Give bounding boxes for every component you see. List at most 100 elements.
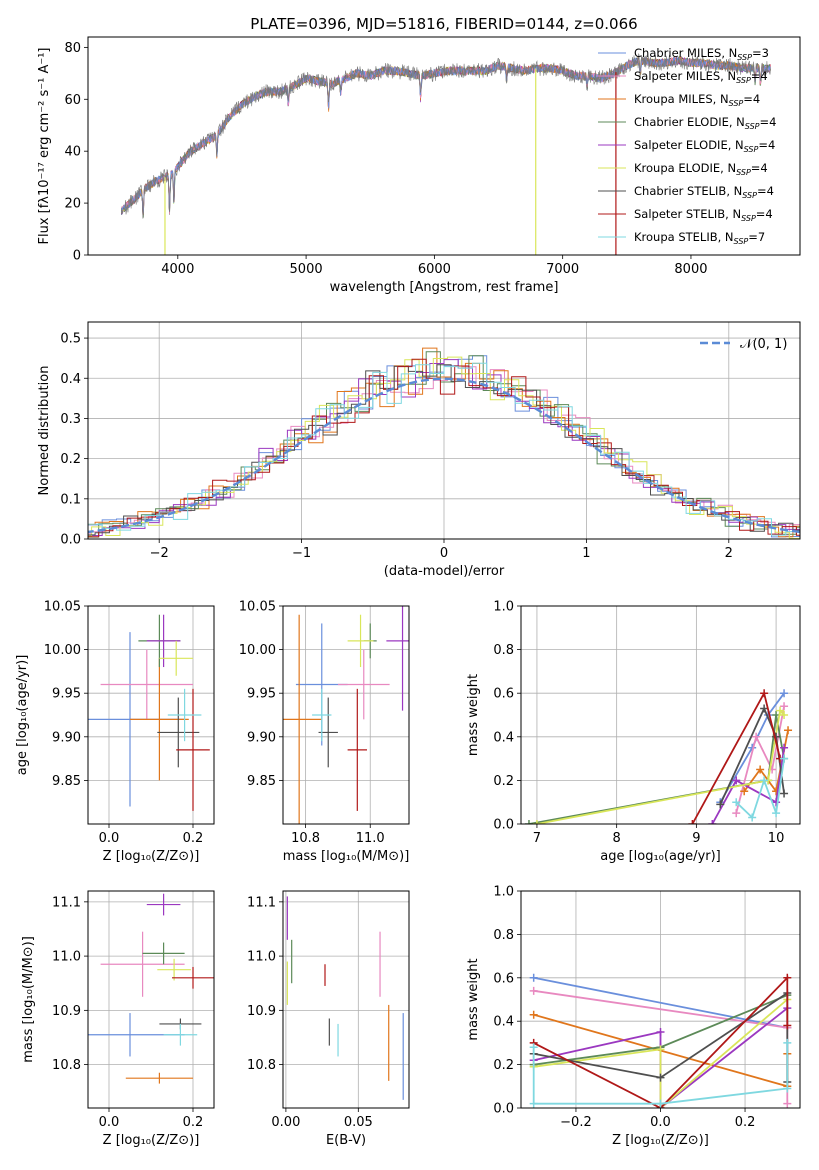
legend-label-kroupa-elodie: Kroupa ELODIE, NSSP=4 bbox=[634, 161, 768, 177]
spectrum-observed-data bbox=[121, 52, 771, 219]
histogram-salpeter-miles bbox=[88, 366, 800, 536]
series-marker bbox=[780, 702, 789, 711]
y-tick-label: 0.5 bbox=[60, 332, 81, 347]
series-line bbox=[533, 975, 789, 1108]
y-tick-label: 11.1 bbox=[247, 895, 276, 910]
series-line bbox=[533, 991, 789, 1082]
errorbar-salpeter-stelib bbox=[347, 688, 367, 811]
legend-label-normal: 𝒩(0, 1) bbox=[740, 337, 787, 352]
errorbar-kroupa-miles bbox=[130, 658, 189, 781]
y-tick-label: 0.8 bbox=[493, 643, 514, 658]
histogram-kroupa-elodie bbox=[88, 356, 800, 539]
legend-label-count: =4 bbox=[756, 207, 773, 221]
errorbar-kroupa-elodie bbox=[159, 640, 193, 676]
y-tick-label: 0 bbox=[73, 249, 81, 264]
y-tick-label: 0.4 bbox=[493, 1015, 514, 1030]
x-tick-label: 0.05 bbox=[344, 1115, 373, 1130]
series-marker bbox=[688, 820, 697, 824]
x-tick-label: −0.2 bbox=[560, 1115, 592, 1130]
y-tick-label: 0.2 bbox=[493, 774, 514, 789]
legend-subscript: SSP bbox=[744, 145, 759, 154]
residuals-axes: −2 −1 0 1 2 0.0 0.1 0.2 0.3 0.4 0.5 (data-model)/er… bbox=[37, 322, 800, 579]
legend-label-count: =4 bbox=[760, 115, 777, 129]
series-kroupa-stelib bbox=[732, 754, 789, 822]
x-axis-label: mass [log₁₀(M/M⊙)] bbox=[283, 849, 410, 864]
errorbar-kroupa-elodie bbox=[347, 614, 374, 668]
series-marker bbox=[783, 1021, 792, 1030]
errorbar-salpeter-elodie bbox=[146, 893, 181, 916]
y-tick-label: 9.95 bbox=[52, 687, 81, 702]
x-tick-label: 0.0 bbox=[99, 1115, 120, 1130]
legend-subscript: SSP bbox=[736, 168, 751, 177]
legend-label-chabrier-elodie: Chabrier ELODIE, NSSP=4 bbox=[634, 115, 776, 131]
y-axis-label: Flux [fλ10⁻¹⁷ erg cm⁻² s⁻¹ A⁻¹] bbox=[37, 48, 52, 245]
series-marker bbox=[532, 820, 541, 824]
spectrum-axes: 4000 5000 6000 7000 8000 0 20 40 60 80 wavelength … bbox=[37, 41, 708, 295]
errorbar-chabrier-stelib bbox=[157, 697, 200, 768]
mass_vs_EBV-plot-area bbox=[286, 896, 404, 1100]
weights_vs_age-plot-area bbox=[524, 689, 793, 824]
x-tick-label: 10.8 bbox=[291, 831, 320, 846]
series-marker bbox=[780, 754, 789, 763]
y-axis-label: age [log₁₀(age/yr)] bbox=[15, 655, 30, 776]
series-marker bbox=[529, 973, 538, 982]
y-tick-label: 9.85 bbox=[52, 774, 81, 789]
y-tick-label: 60 bbox=[64, 93, 81, 108]
figure-title: PLATE=0396, MJD=51816, FIBERID=0144, z=0… bbox=[250, 15, 637, 33]
series-line bbox=[719, 692, 785, 803]
legend-subscript: SSP bbox=[741, 214, 756, 223]
y-tick-label: 10.8 bbox=[247, 1058, 276, 1073]
x-tick-label: 7 bbox=[533, 831, 541, 846]
series-marker bbox=[776, 706, 785, 715]
series-marker bbox=[656, 1073, 665, 1082]
x-tick-label: 0 bbox=[440, 546, 448, 561]
series-marker bbox=[656, 1045, 665, 1054]
series-marker bbox=[780, 711, 789, 719]
histogram-legend: 𝒩(0, 1) bbox=[700, 337, 787, 352]
x-tick-label: 8000 bbox=[674, 262, 707, 277]
y-axis-label: Normed distribution bbox=[37, 366, 52, 496]
series-line bbox=[533, 976, 788, 1029]
series-chabrier-elodie bbox=[524, 711, 789, 824]
series-line bbox=[528, 714, 785, 824]
age_vs_mass-plot-area bbox=[283, 606, 409, 824]
legend-subscript: SSP bbox=[734, 237, 749, 246]
y-tick-label: 0.0 bbox=[493, 1102, 514, 1117]
series-marker bbox=[760, 704, 769, 713]
errorbar-salpeter-miles bbox=[100, 649, 193, 720]
histogram-kroupa-stelib bbox=[88, 362, 800, 536]
y-tick-label: 0.4 bbox=[493, 730, 514, 745]
age_vs_mass-frame bbox=[282, 605, 410, 825]
y-tick-label: 11.1 bbox=[52, 895, 81, 910]
y-tick-label: 0.0 bbox=[493, 818, 514, 833]
y-tick-label: 0.6 bbox=[493, 971, 514, 986]
legend-label-chabrier-miles: Chabrier MILES, NSSP=3 bbox=[634, 46, 769, 62]
series-marker bbox=[656, 1028, 665, 1037]
mass_vs_Z-frame bbox=[87, 890, 215, 1109]
y-tick-label: 10.9 bbox=[52, 1004, 81, 1019]
legend-label-salpeter-elodie: Salpeter ELODIE, NSSP=4 bbox=[634, 138, 775, 154]
series-marker bbox=[784, 726, 793, 735]
x-axis-label: Z [log₁₀(Z/Z⊙)] bbox=[103, 849, 200, 864]
x-tick-label: 1 bbox=[582, 546, 590, 561]
y-tick-label: 9.90 bbox=[52, 730, 81, 745]
x-tick-label: 8 bbox=[613, 831, 621, 846]
x-axis-label: (data-model)/error bbox=[384, 564, 505, 579]
series-marker bbox=[740, 787, 749, 796]
legend-label-count: =4 bbox=[751, 69, 768, 83]
series-marker bbox=[732, 809, 741, 818]
series-line bbox=[711, 747, 785, 824]
errorbar-salpeter-miles bbox=[337, 649, 390, 720]
series-marker bbox=[752, 732, 761, 741]
y-axis-label: mass [log₁₀(M/M⊙)] bbox=[21, 936, 36, 1063]
x-tick-label: 4000 bbox=[161, 262, 194, 277]
series-marker bbox=[772, 809, 781, 818]
legend-subscript: SSP bbox=[736, 76, 751, 85]
y-tick-label: 10.8 bbox=[52, 1058, 81, 1073]
series-line bbox=[735, 706, 785, 814]
y-tick-label: 10.00 bbox=[44, 643, 81, 658]
mass_vs_EBV-frame bbox=[282, 890, 410, 1109]
series-marker bbox=[783, 1084, 792, 1093]
y-tick-label: 10.9 bbox=[247, 1004, 276, 1019]
residuals-frame bbox=[87, 321, 801, 540]
